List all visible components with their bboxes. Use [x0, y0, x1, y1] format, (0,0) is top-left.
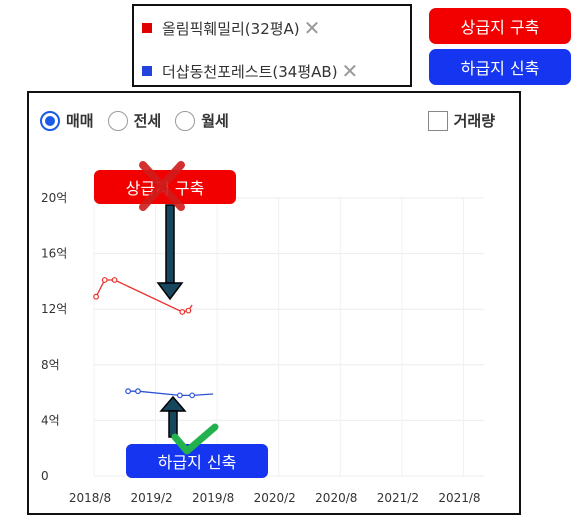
radio-monthly[interactable]: 월세: [175, 110, 229, 131]
x-tick-label: 2021/2: [377, 491, 419, 505]
radio-monthly-circle[interactable]: [175, 110, 196, 131]
chart-panel: 매매 전세 월세 거래량 0 4억 8억 12억 16억 20억 2018/8 2019/2 2…: [27, 91, 521, 515]
data-point: [189, 392, 196, 399]
volume-label: 거래량: [453, 112, 495, 130]
data-point: [135, 388, 141, 395]
data-point: [111, 277, 118, 283]
y-tick-label: 0: [41, 469, 49, 483]
x-tick-label: 2021/8: [438, 491, 480, 505]
annotation-upper-old: 상급지 구축: [94, 170, 236, 204]
x-tick-label: 2019/8: [192, 491, 234, 505]
data-point: [93, 293, 99, 300]
radio-sale[interactable]: 매매: [40, 110, 94, 131]
annotation-lower-new: 하급지 신축: [126, 444, 268, 478]
remove-icon[interactable]: ✕: [341, 59, 359, 83]
data-point: [125, 388, 132, 395]
series-line-1: [128, 390, 214, 397]
radio-jeonse-circle[interactable]: [107, 110, 128, 131]
tag-upper-old: 상급지 구축: [429, 8, 571, 44]
data-point: [101, 277, 108, 283]
volume-checkbox[interactable]: [427, 110, 448, 131]
remove-icon[interactable]: ✕: [303, 16, 321, 40]
radio-jeonse[interactable]: 전세: [107, 110, 162, 131]
legend-item-thesharp-dongcheon: 더샵동천포레스트(34평AB) ✕: [142, 58, 358, 84]
trade-type-radios: 매매 전세 월세: [40, 110, 243, 131]
data-point: [176, 392, 183, 399]
radio-sale-label: 매매: [66, 112, 94, 130]
series-line-0: [95, 279, 193, 313]
y-tick-label: 8억: [41, 358, 60, 372]
legend-label: 올림픽훼밀리(32평A): [162, 19, 300, 38]
legend-label: 더샵동천포레스트(34평AB): [162, 62, 338, 81]
y-tick-label: 4억: [41, 413, 60, 427]
legend-box: 올림픽훼밀리(32평A) ✕ 더샵동천포레스트(34평AB) ✕: [132, 4, 412, 87]
price-chart: 0 4억 8억 12억 16억 20억 2018/8 2019/2 2019/8 2020/2 20…: [41, 191, 484, 505]
x-tick-label: 2018/8: [69, 491, 111, 505]
legend-swatch-blue: [142, 66, 152, 76]
data-point: [185, 307, 192, 314]
x-tick-label: 2020/2: [254, 491, 296, 505]
radio-sale-circle[interactable]: [40, 110, 60, 131]
radio-monthly-label: 월세: [201, 112, 229, 130]
data-point: [179, 309, 186, 315]
legend-swatch-red: [142, 23, 152, 33]
volume-toggle[interactable]: 거래량: [427, 110, 495, 131]
radio-jeonse-label: 전세: [133, 112, 162, 130]
y-tick-label: 12억: [41, 302, 67, 316]
y-tick-label: 16억: [41, 247, 67, 261]
tag-lower-new: 하급지 신축: [429, 49, 571, 85]
legend-item-olympic-family: 올림픽훼밀리(32평A) ✕: [142, 15, 320, 41]
x-tick-label: 2020/8: [315, 491, 357, 505]
x-tick-label: 2019/2: [130, 491, 172, 505]
y-tick-label: 20억: [41, 191, 67, 205]
